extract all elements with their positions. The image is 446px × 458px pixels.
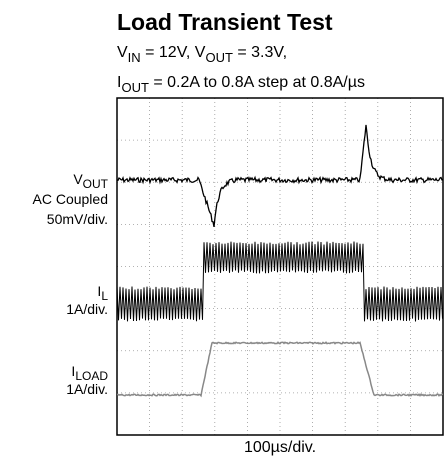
text: = 3.3V, [233, 44, 287, 61]
text: IN [128, 50, 141, 65]
text: I [71, 363, 75, 379]
iload-trace [116, 341, 444, 398]
subtitle-line1: VIN = 12V, VOUT = 3.3V, [117, 44, 287, 65]
text: LOAD [75, 369, 108, 383]
text: V [117, 44, 128, 61]
trace-label: IL [97, 283, 108, 303]
il-trace [116, 241, 443, 322]
text: = 0.2A to 0.8A step at 0.8A/µs [149, 74, 365, 91]
text: I [97, 283, 101, 299]
x-label: 100µs/div. [244, 439, 316, 456]
grid [117, 98, 443, 435]
vout-trace [116, 124, 444, 228]
text: = 12V, V [141, 44, 206, 61]
text: V [73, 171, 83, 187]
trace-label: 50mV/div. [47, 211, 108, 227]
trace-label: 1A/div. [66, 381, 108, 397]
trace-label: AC Coupled [33, 191, 109, 207]
text: OUT [205, 50, 233, 65]
text: L [101, 289, 108, 303]
trace-label: ILOAD [71, 363, 108, 383]
text: I [117, 74, 121, 91]
text: OUT [121, 80, 149, 95]
scope-frame [116, 97, 444, 436]
text: OUT [83, 177, 109, 191]
subtitle-line2: IOUT = 0.2A to 0.8A step at 0.8A/µs [117, 74, 365, 95]
trace-label: 1A/div. [66, 301, 108, 317]
trace-label: VOUT [73, 171, 108, 191]
title: Load Transient Test [117, 9, 333, 35]
